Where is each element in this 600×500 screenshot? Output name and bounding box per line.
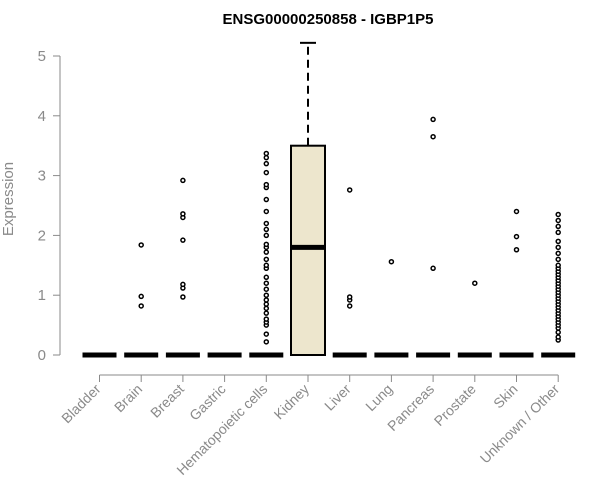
y-tick-label: 1 (38, 287, 46, 304)
outlier-point (263, 280, 270, 286)
outlier-point (513, 208, 520, 215)
y-axis: 0 1 2 3 4 5 (38, 48, 61, 364)
outlier-point (180, 281, 186, 288)
box-body (290, 144, 326, 356)
x-tick-label: Breast (147, 381, 187, 421)
outlier-point (263, 256, 270, 263)
outlier-point (555, 334, 561, 340)
outlier-point (263, 262, 270, 269)
outlier-point (263, 226, 270, 233)
outlier-point (346, 294, 353, 300)
chart-title: ENSG00000250858 - IGBP1P5 (223, 11, 434, 28)
outlier-point (263, 292, 270, 298)
x-tick-label: Bladder (58, 381, 104, 427)
outlier-point (263, 331, 270, 337)
outlier-point (138, 303, 144, 309)
outlier-point (346, 303, 353, 309)
outlier-point (263, 297, 270, 303)
outlier-point (555, 223, 561, 230)
box-prostate (457, 280, 492, 358)
outlier-point (555, 329, 561, 336)
x-tick-label: Liver (321, 381, 354, 414)
outlier-point (555, 229, 561, 236)
x-tick-label: Prostate (431, 381, 479, 429)
outlier-point (263, 154, 270, 161)
outlier-point (430, 116, 436, 123)
box-pancreas (416, 116, 451, 358)
outlier-point (263, 196, 270, 203)
outlier-point (513, 247, 520, 253)
outlier-point (263, 181, 270, 188)
y-tick-label: 3 (38, 168, 46, 185)
outlier-point (263, 220, 270, 227)
y-tick-label: 4 (38, 108, 46, 125)
outlier-point (138, 242, 144, 248)
outlier-point (263, 160, 270, 167)
outlier-point (472, 280, 478, 286)
outlier-point (263, 310, 270, 316)
plot-area (82, 41, 576, 358)
outlier-point (555, 250, 561, 257)
outlier-point (180, 211, 186, 217)
outlier-point (263, 301, 270, 307)
outlier-point (263, 241, 270, 248)
y-tick-label: 5 (38, 48, 46, 65)
outlier-point (346, 187, 353, 193)
box-hematopoietic-cells (249, 150, 284, 358)
box-breast (165, 177, 200, 358)
outlier-point (263, 316, 270, 322)
outlier-point (180, 294, 186, 300)
y-axis-label: Expression (0, 162, 17, 236)
outlier-point (555, 238, 561, 245)
outlier-point (263, 286, 270, 292)
outlier-point (263, 339, 270, 345)
box-unknown-other (541, 211, 576, 358)
outlier-point (513, 233, 520, 240)
x-tick-label: Skin (490, 381, 521, 412)
outlier-point (180, 237, 186, 243)
outlier-point (555, 244, 561, 251)
x-tick-label: Lung (362, 381, 395, 414)
y-tick-label: 2 (38, 227, 46, 244)
outlier-point (263, 305, 270, 312)
outlier-point (555, 211, 561, 218)
box-brain (124, 242, 159, 358)
outlier-point (388, 258, 395, 265)
x-tick-label: Kidney (271, 381, 313, 423)
outlier-point (430, 133, 436, 140)
x-tick-label: Brain (111, 381, 145, 415)
box-kidney (290, 41, 326, 356)
outlier-point (180, 177, 186, 184)
outlier-point (263, 232, 270, 239)
outlier-point (555, 217, 561, 224)
box-lung (374, 258, 409, 358)
y-tick-label: 0 (38, 347, 46, 364)
x-tick-label: Unknown / Other (477, 381, 563, 467)
outlier-point (555, 256, 561, 263)
outlier-point (263, 208, 270, 215)
box-liver (332, 187, 367, 358)
outlier-point (263, 169, 270, 176)
box-skin (499, 208, 534, 358)
outlier-point (138, 293, 144, 300)
outlier-point (430, 265, 436, 272)
outlier-point (263, 274, 270, 281)
outlier-point (263, 249, 270, 255)
outlier-point (263, 150, 270, 157)
outlier-point (555, 262, 561, 269)
